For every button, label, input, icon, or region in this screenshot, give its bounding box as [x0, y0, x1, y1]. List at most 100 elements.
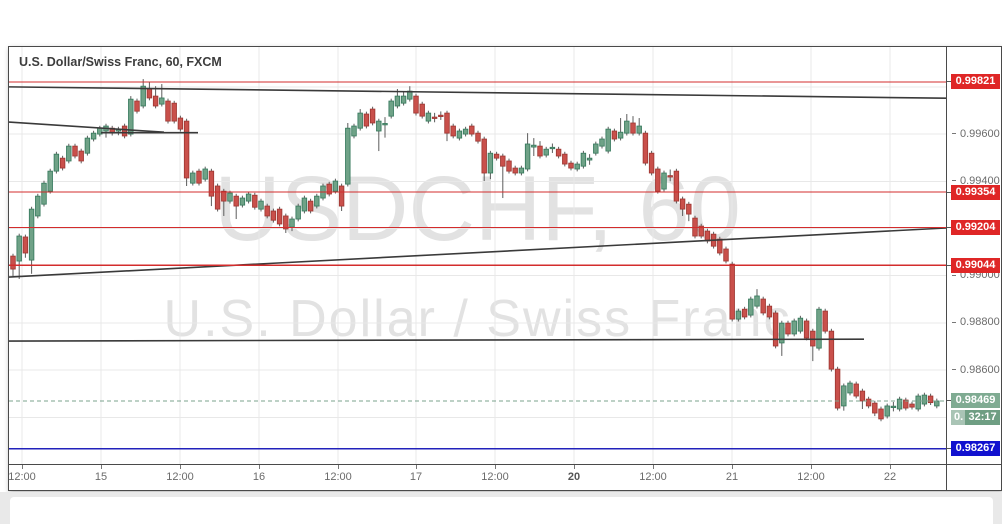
price-chart-canvas[interactable]: [9, 47, 946, 464]
candle-up: [382, 123, 388, 126]
candle-up: [295, 205, 301, 220]
time-axis-tick: [22, 465, 23, 469]
price-axis-tick: [947, 448, 951, 450]
candle-up: [357, 112, 363, 129]
candle-down: [438, 114, 444, 118]
candle-up: [896, 398, 903, 410]
time-axis-label: 12:00: [481, 471, 509, 483]
trendline[interactable]: [9, 86, 946, 100]
price-badge-row: 0.99821: [947, 74, 1002, 90]
candle-up: [16, 235, 22, 262]
price-axis[interactable]: 0.998000.996000.994000.992000.990000.988…: [946, 47, 1001, 490]
candle-down: [834, 368, 841, 409]
candle-down: [785, 322, 791, 335]
candle-down: [183, 120, 190, 179]
candle-up: [245, 193, 252, 202]
candle-down: [927, 395, 934, 404]
candle-up: [351, 125, 357, 137]
candle-down: [208, 170, 215, 197]
candle-up: [549, 146, 556, 150]
candle-up: [394, 95, 401, 107]
candle-up: [934, 400, 940, 407]
candle-down: [450, 125, 456, 137]
candle-down: [512, 167, 518, 174]
time-axis[interactable]: 12:00 15 12:00 16 12:00 17 12:00 20 12:00 21 12:00…: [9, 464, 946, 490]
time-axis-label: 22: [883, 471, 897, 483]
candle-up: [543, 148, 549, 156]
candle-down: [909, 403, 915, 408]
candle-down: [562, 153, 568, 165]
candle-up: [574, 163, 580, 170]
candle-up: [159, 97, 165, 105]
trendline[interactable]: [9, 227, 946, 278]
time-axis-label: 12:00: [166, 471, 194, 483]
candle-down: [419, 103, 425, 117]
price-level-badge-red: 0.99821: [951, 74, 1000, 90]
price-level-badge-red: 0.99204: [951, 220, 1000, 236]
candle-up: [425, 112, 432, 122]
time-axis-tick: [180, 465, 181, 469]
candle-down: [698, 225, 704, 237]
candle-down: [568, 162, 574, 169]
time-axis-tick: [653, 465, 654, 469]
candle-down: [121, 125, 128, 137]
candle-up: [593, 143, 599, 154]
candle-up: [754, 295, 760, 307]
trendline[interactable]: [9, 121, 165, 133]
candle-down: [469, 125, 475, 135]
candle-down: [500, 155, 506, 167]
candle-up: [128, 98, 134, 135]
candle-down: [630, 122, 636, 134]
price-axis-tick: [952, 180, 956, 182]
candle-up: [47, 170, 53, 192]
candle-down: [413, 95, 419, 114]
candle-up: [636, 125, 642, 134]
countdown-badge: 0. 32:17: [951, 410, 1000, 426]
candle-down: [766, 305, 773, 318]
price-badge-row: 0.99044: [947, 257, 1002, 273]
candle-up: [624, 120, 630, 134]
price-level-badge-red: 0.99044: [951, 257, 1000, 273]
candle-down: [772, 312, 779, 347]
candle-down: [196, 170, 202, 184]
candle-down: [338, 185, 345, 207]
time-axis-label: 21: [725, 471, 739, 483]
candle-down: [444, 112, 450, 134]
price-axis-tick: [947, 81, 951, 83]
candle-down: [878, 408, 884, 420]
candle-up: [586, 157, 593, 161]
candle-down: [134, 100, 140, 112]
time-axis-tick: [574, 465, 575, 469]
candle-up: [53, 153, 60, 172]
candle-down: [171, 102, 177, 122]
candle-down: [10, 255, 16, 270]
price-badge-row: 0.99354: [947, 184, 1002, 200]
candle-down: [22, 236, 29, 254]
price-axis-tick: [952, 369, 956, 371]
candle-up: [779, 322, 785, 344]
candle-up: [345, 127, 351, 185]
time-axis-tick: [732, 465, 733, 469]
candle-down: [78, 150, 84, 162]
price-axis-tick: [952, 321, 956, 323]
time-axis-label: 20: [567, 471, 581, 483]
candle-down: [555, 148, 562, 157]
candle-up: [376, 120, 382, 132]
trendline[interactable]: [9, 338, 865, 342]
price-level-badge-red: 0.99354: [951, 184, 1000, 200]
candle-up: [518, 167, 525, 174]
candle-down: [276, 208, 283, 225]
candle-down: [723, 248, 729, 262]
candle-up: [797, 317, 804, 332]
candle-up: [332, 180, 339, 192]
time-axis-label: 15: [94, 471, 108, 483]
candle-down: [673, 170, 680, 202]
candle-down: [655, 168, 661, 192]
candle-down: [369, 108, 376, 124]
candle-down: [760, 298, 766, 314]
candle-up: [202, 168, 208, 180]
price-axis-label: 0.99600: [952, 127, 1000, 142]
candle-down: [741, 308, 748, 318]
candle-up: [921, 394, 928, 405]
candle-down: [717, 238, 723, 254]
